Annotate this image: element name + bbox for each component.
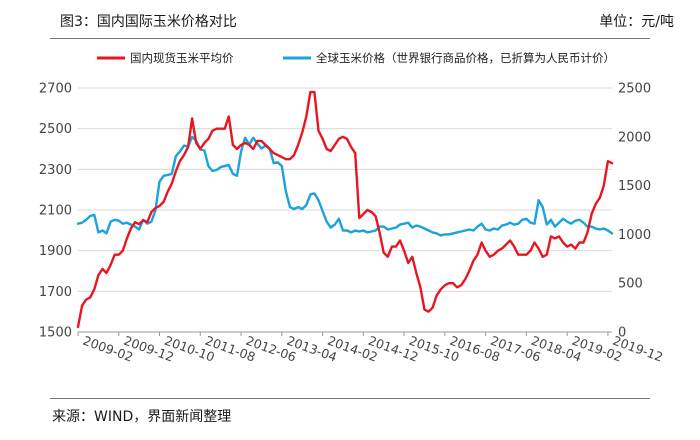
chart-header: 图3：国内国际玉米价格对比 单位：元/吨: [0, 0, 700, 36]
left-y-tick-label: 2700: [39, 82, 72, 97]
legend-label-global: 全球玉米价格（世界银行商品价格，已折算为人民币计价）: [316, 51, 615, 65]
left-y-tick-label: 1900: [39, 244, 72, 259]
global-price-line: [76, 135, 614, 237]
domestic-price-line: [76, 90, 614, 329]
right-y-tick-label: 1500: [618, 179, 651, 194]
legend: 国内现货玉米平均价 全球玉米价格（世界银行商品价格，已折算为人民币计价）: [97, 51, 615, 65]
source-note: 来源：WIND，界面新闻整理: [52, 409, 232, 425]
left-y-tick-label: 2500: [39, 122, 72, 137]
right-y-tick-label: 2000: [618, 130, 651, 145]
bottom-divider: [50, 398, 650, 399]
left-y-tick-label: 2300: [39, 163, 72, 178]
left-y-tick-label: 1500: [39, 326, 72, 341]
series-lines: [76, 90, 614, 329]
left-y-tick-label: 2100: [39, 204, 72, 219]
unit-label: 单位：元/吨: [599, 14, 674, 30]
right-y-tick-label: 500: [618, 277, 643, 292]
right-y-axis: 0 500 1000 1500 2000 2500: [618, 82, 651, 341]
right-y-tick-label: 2500: [618, 82, 651, 97]
right-y-tick-label: 1000: [618, 228, 651, 243]
chart-title: 图3：国内国际玉米价格对比: [60, 14, 237, 30]
left-y-tick-label: 1700: [39, 285, 72, 300]
top-divider: [50, 38, 650, 39]
legend-label-domestic: 国内现货玉米平均价: [130, 51, 234, 65]
right-y-tick-label: 0: [618, 326, 626, 341]
gridlines: [78, 87, 612, 333]
x-axis: 2009-022009-122010-102011-082012-062013-…: [77, 331, 665, 365]
left-y-axis: 1500 1700 1900 2100 2300 2500 2700: [39, 82, 72, 341]
